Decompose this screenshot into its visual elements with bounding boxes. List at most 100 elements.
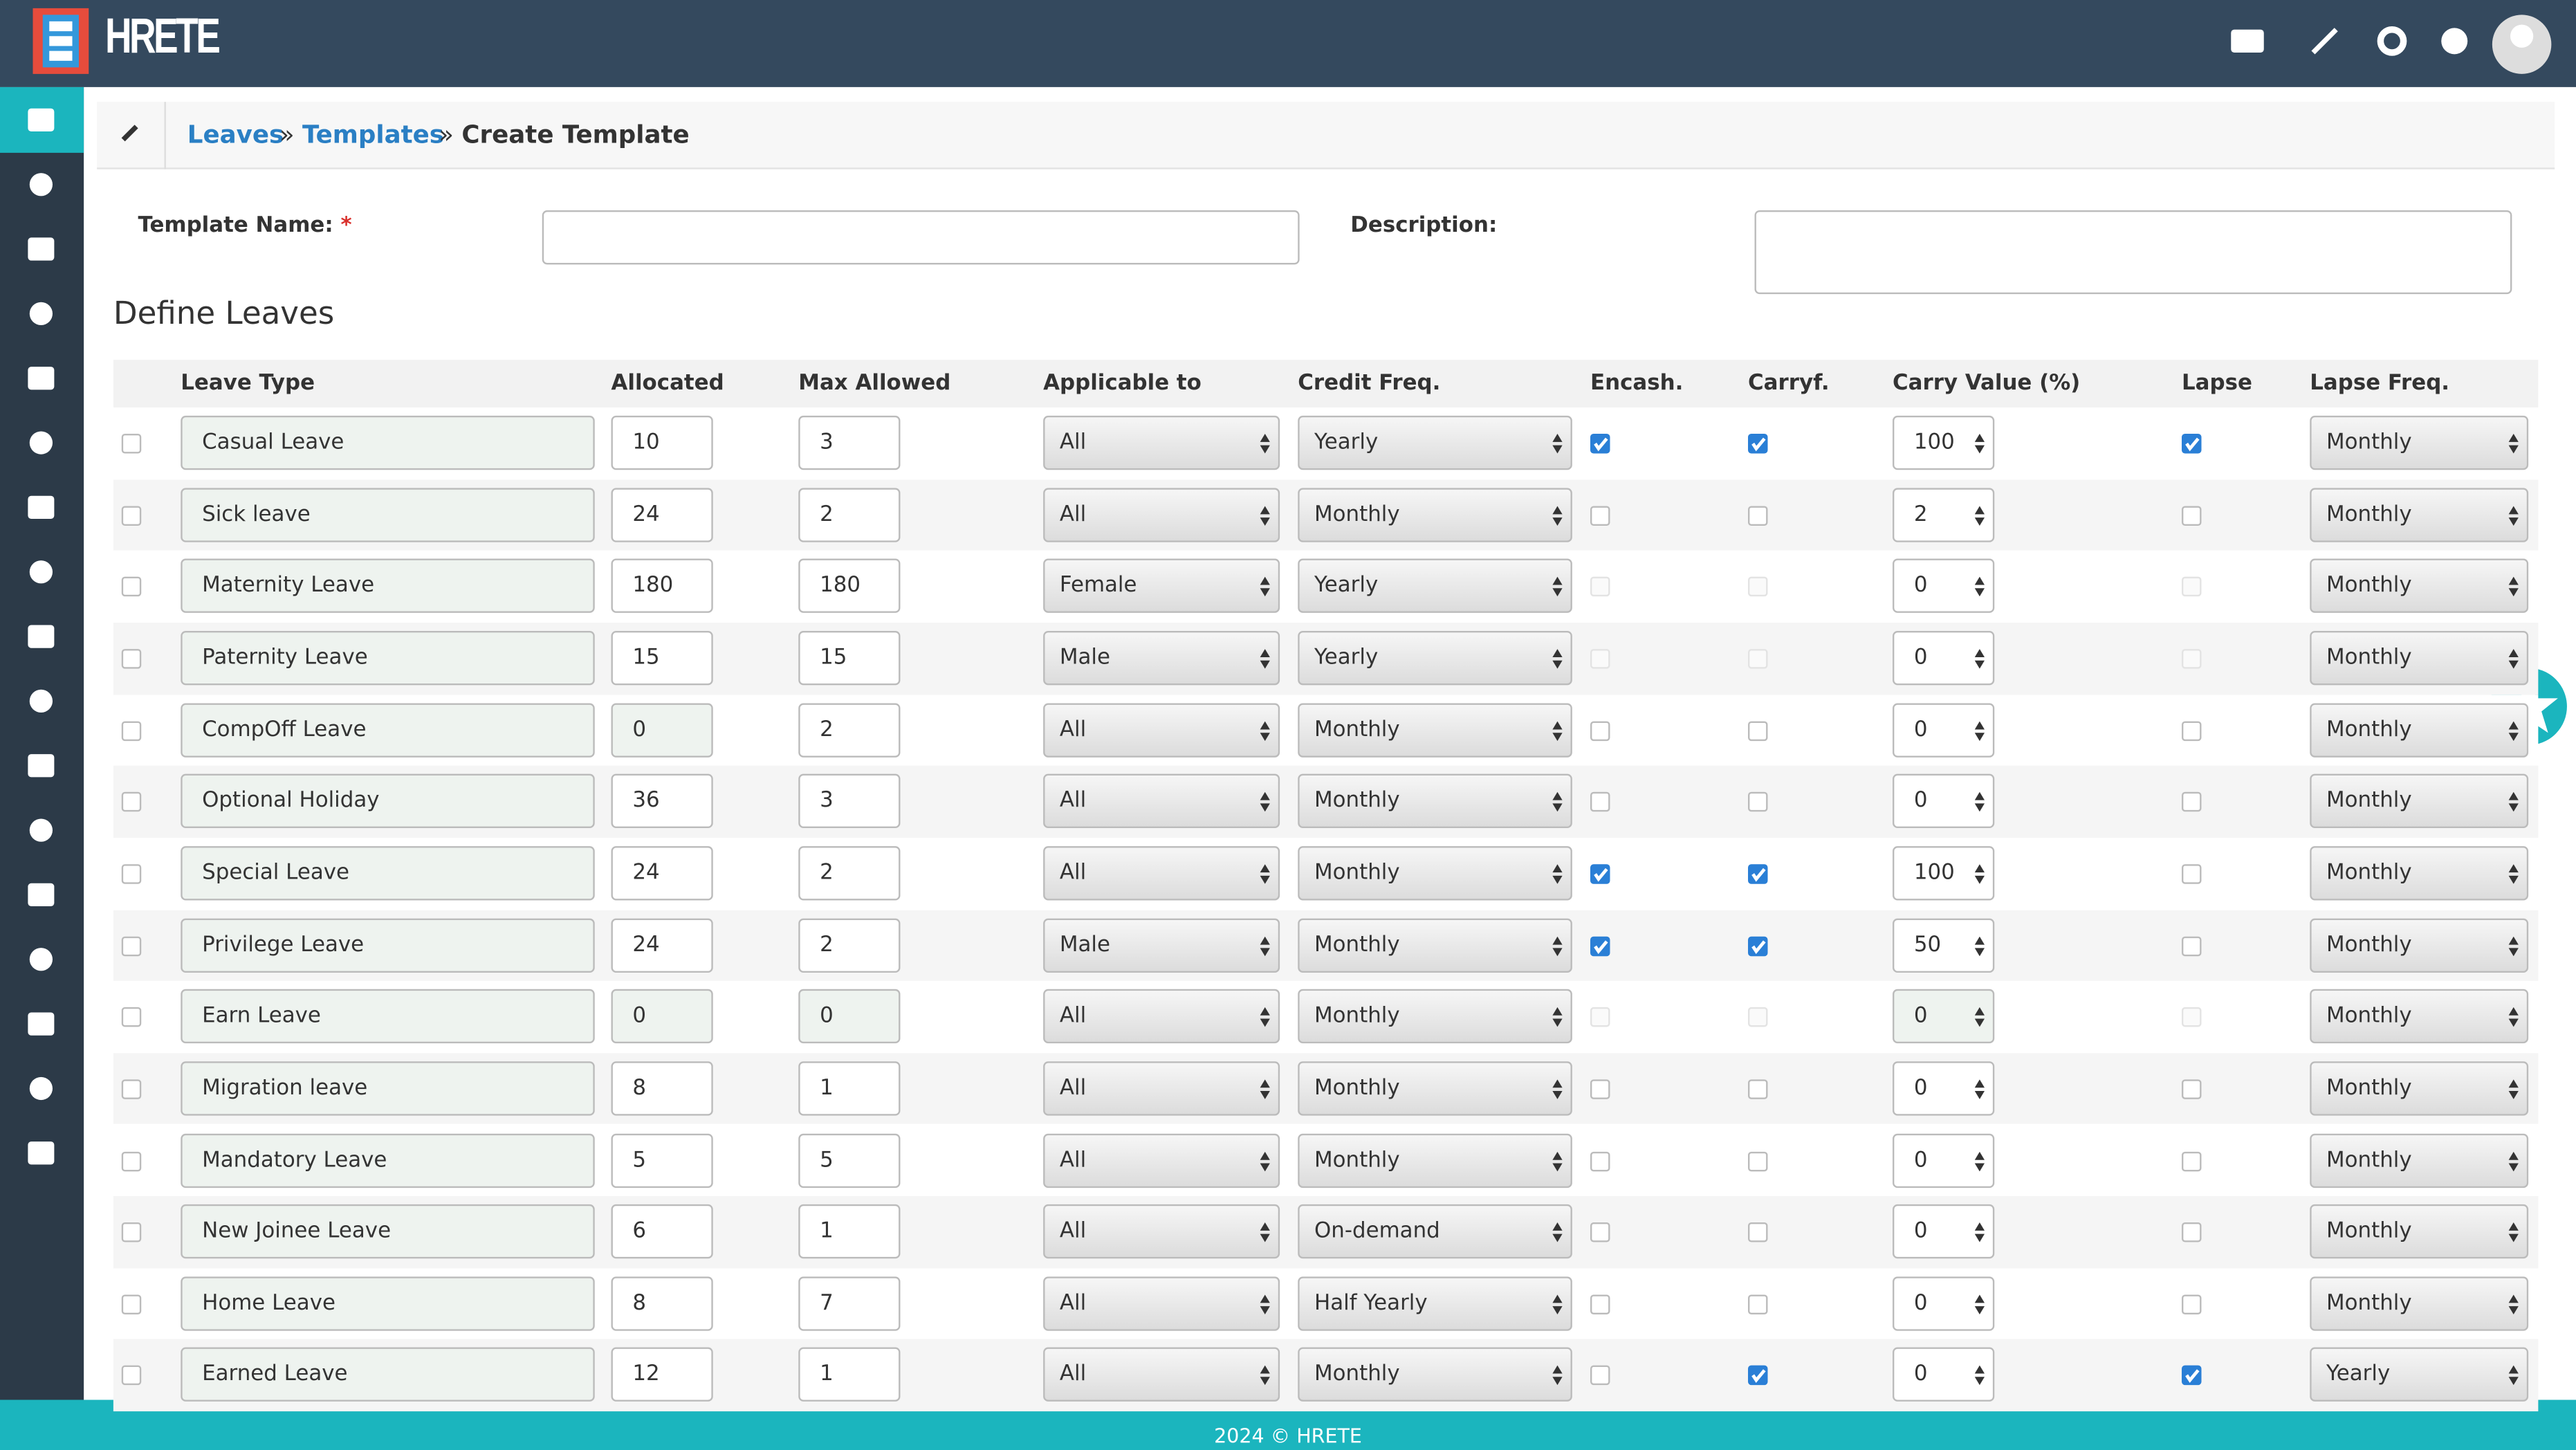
lapse-freq-select[interactable]: Monthly [2310,487,2529,542]
applicable-select[interactable]: All [1043,989,1280,1044]
row-select-checkbox[interactable] [121,1294,142,1314]
max-allowed-input[interactable]: 2 [798,845,901,901]
applicable-select[interactable]: All [1043,1204,1280,1259]
allocated-input[interactable]: 12 [611,1348,713,1402]
leave-type-input[interactable]: Migration leave [181,1061,595,1116]
lapse-checkbox[interactable] [2182,505,2202,526]
carryf-checkbox[interactable] [1748,720,1768,741]
template-name-input[interactable] [542,210,1300,265]
allocated-input[interactable]: 6 [611,1204,713,1259]
carryf-checkbox[interactable] [1748,1222,1768,1242]
sidebar-icon[interactable] [28,883,55,907]
leave-type-input[interactable]: Special Leave [181,845,595,901]
allocated-input[interactable]: 24 [611,917,713,972]
max-allowed-input[interactable]: 1 [798,1204,901,1259]
lapse-freq-select[interactable]: Monthly [2310,1061,2529,1116]
max-allowed-input[interactable]: 180 [798,559,901,614]
breadcrumb-link[interactable]: Leaves [187,120,284,150]
applicable-select[interactable]: Female [1043,559,1280,614]
allocated-input[interactable]: 24 [611,487,713,542]
credit-freq-select[interactable]: Monthly [1298,702,1572,757]
row-select-checkbox[interactable] [121,1007,142,1027]
lapse-checkbox[interactable] [2182,1150,2202,1171]
sidebar-icon[interactable] [29,302,53,326]
leave-type-input[interactable]: CompOff Leave [181,702,595,757]
carry-value-input[interactable]: 0 [1893,1276,1995,1331]
allocated-input[interactable]: 24 [611,845,713,901]
lapse-freq-select[interactable]: Monthly [2310,415,2529,470]
carryf-checkbox[interactable] [1748,1294,1768,1314]
carry-value-input[interactable]: 0 [1893,559,1995,614]
max-allowed-input[interactable]: 3 [798,774,901,829]
credit-freq-select[interactable]: Yearly [1298,630,1572,686]
carry-value-input[interactable]: 0 [1893,989,1995,1044]
sidebar-icon[interactable] [29,560,53,584]
credit-freq-select[interactable]: Monthly [1298,845,1572,901]
applicable-select[interactable]: All [1043,1132,1280,1187]
applicable-select[interactable]: All [1043,774,1280,829]
max-allowed-input[interactable]: 15 [798,630,901,686]
lapse-freq-select[interactable]: Monthly [2310,845,2529,901]
encash-checkbox[interactable] [1590,1366,1610,1386]
lapse-freq-select[interactable]: Monthly [2310,774,2529,829]
leave-type-input[interactable]: Home Leave [181,1276,595,1331]
row-select-checkbox[interactable] [121,1366,142,1386]
description-textarea[interactable] [1754,210,2512,295]
max-allowed-input[interactable]: 3 [798,415,901,470]
lapse-freq-select[interactable]: Yearly [2310,1348,2529,1402]
carryf-checkbox[interactable] [1748,1150,1768,1171]
credit-freq-select[interactable]: Monthly [1298,989,1572,1044]
leave-type-input[interactable]: Optional Holiday [181,774,595,829]
sidebar-icon[interactable] [29,173,53,196]
credit-freq-select[interactable]: Monthly [1298,1348,1572,1402]
applicable-select[interactable]: All [1043,415,1280,470]
settings-icon[interactable] [2377,26,2407,56]
row-select-checkbox[interactable] [121,648,142,669]
row-select-checkbox[interactable] [121,577,142,597]
leave-type-input[interactable]: Sick leave [181,487,595,542]
encash-checkbox[interactable] [1590,1294,1610,1314]
applicable-select[interactable]: Male [1043,630,1280,686]
sidebar-icon[interactable] [29,689,53,713]
lapse-freq-select[interactable]: Monthly [2310,630,2529,686]
wand-icon[interactable] [2311,28,2338,55]
sidebar-icon[interactable] [28,1141,55,1165]
sidebar-icon[interactable] [29,948,53,971]
lapse-checkbox[interactable] [2182,863,2202,884]
allocated-input[interactable]: 5 [611,1132,713,1187]
credit-freq-select[interactable]: Monthly [1298,487,1572,542]
lapse-freq-select[interactable]: Monthly [2310,1132,2529,1187]
max-allowed-input[interactable]: 1 [798,1061,901,1116]
carryf-checkbox[interactable] [1748,434,1768,454]
max-allowed-input[interactable]: 2 [798,702,901,757]
carryf-checkbox[interactable] [1748,792,1768,812]
encash-checkbox[interactable] [1590,1079,1610,1099]
lapse-freq-select[interactable]: Monthly [2310,702,2529,757]
carryf-checkbox[interactable] [1748,505,1768,526]
max-allowed-input[interactable]: 0 [798,989,901,1044]
sidebar-icon[interactable] [28,495,55,520]
carryf-checkbox[interactable] [1748,935,1768,956]
max-allowed-input[interactable]: 1 [798,1348,901,1402]
allocated-input[interactable]: 8 [611,1276,713,1331]
leave-type-input[interactable]: Paternity Leave [181,630,595,686]
carryf-checkbox[interactable] [1748,1366,1768,1386]
carry-value-input[interactable]: 100 [1893,845,1995,901]
carryf-checkbox[interactable] [1748,863,1768,884]
lapse-checkbox[interactable] [2182,434,2202,454]
allocated-input[interactable]: 0 [611,989,713,1044]
row-select-checkbox[interactable] [121,505,142,526]
credit-freq-select[interactable]: Monthly [1298,1132,1572,1187]
lapse-freq-select[interactable]: Monthly [2310,559,2529,614]
leave-type-input[interactable]: New Joinee Leave [181,1204,595,1259]
credit-freq-select[interactable]: Monthly [1298,917,1572,972]
breadcrumb-link[interactable]: Templates [302,120,445,150]
max-allowed-input[interactable]: 7 [798,1276,901,1331]
encash-checkbox[interactable] [1590,792,1610,812]
lapse-freq-select[interactable]: Monthly [2310,989,2529,1044]
credit-freq-select[interactable]: On-demand [1298,1204,1572,1259]
credit-freq-select[interactable]: Yearly [1298,559,1572,614]
allocated-input[interactable]: 180 [611,559,713,614]
row-select-checkbox[interactable] [121,434,142,454]
allocated-input[interactable]: 15 [611,630,713,686]
